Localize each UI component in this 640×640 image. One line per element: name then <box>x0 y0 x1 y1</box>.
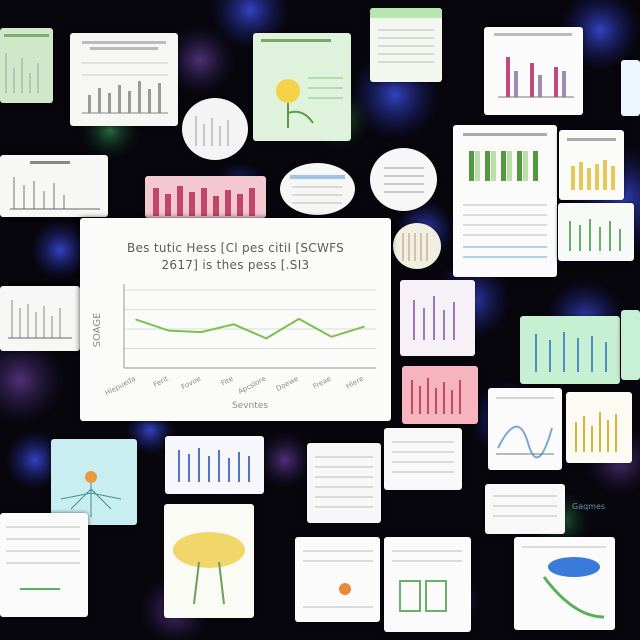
y-axis-label: SOAGE <box>92 313 103 348</box>
thumbnail-card <box>384 428 462 490</box>
thumbnail-card <box>295 537 380 622</box>
thumbnail-card <box>0 513 88 617</box>
thumbnail-card <box>621 60 640 116</box>
thumbnail-card <box>0 286 80 351</box>
thumbnail-card <box>488 388 562 470</box>
data-point <box>330 336 333 338</box>
thumbnail-card <box>559 130 624 200</box>
thumbnail-card <box>558 203 634 261</box>
thumbnail-card <box>400 280 475 356</box>
chart-title-line-2: 2617] is thes pess [.SI3 <box>161 258 310 272</box>
x-tick-label: Fite <box>220 375 235 388</box>
thumbnail-card <box>253 33 351 141</box>
data-point <box>265 337 268 340</box>
thumbnail-card <box>520 316 620 384</box>
thumbnail-card <box>621 310 640 380</box>
thumbnail-card <box>182 98 248 160</box>
series-line <box>135 317 365 340</box>
thumbnail-card <box>370 8 442 82</box>
thumbnail-card <box>51 439 137 525</box>
thumbnail-card <box>402 366 478 424</box>
thumbnail-card <box>307 443 381 523</box>
thumbnail-card <box>145 176 266 218</box>
thumbnail-card <box>484 27 583 115</box>
data-point <box>200 331 202 333</box>
chart-title-line-1: Bes tutic Hess [Cl pes citiI [SCWFS <box>126 241 345 255</box>
x-tick-label: Fovoe <box>180 375 202 392</box>
thumbnail-card <box>453 125 557 277</box>
x-tick-label: Hlere <box>345 375 365 391</box>
data-point <box>135 318 137 321</box>
thumbnail-card <box>384 537 471 632</box>
thumbnail-card <box>485 484 565 534</box>
x-tick-label: Hlepueda <box>104 375 137 398</box>
thumbnail-card <box>70 33 178 126</box>
data-point <box>167 329 170 332</box>
x-tick-label: Doewe <box>275 375 300 393</box>
thumbnail-card <box>370 148 437 211</box>
x-tick-label: Freae <box>312 375 333 391</box>
thumbnail-card <box>165 436 264 494</box>
data-point <box>363 325 365 328</box>
x-tick-label: Ferit <box>152 375 170 389</box>
data-point <box>298 318 300 320</box>
thumbnail-card <box>514 537 615 630</box>
thumbnail-card <box>566 392 632 463</box>
data-point <box>232 323 235 326</box>
thumbnail-card <box>0 28 53 103</box>
thumbnail-card <box>280 163 355 215</box>
x-tick-label: Apcsiore <box>237 375 267 396</box>
main-line-chart-card: Bes tutic Hess [Cl pes citiI [SCWFS 2617… <box>80 218 391 421</box>
bottom-right-label: Gaqmes <box>572 502 606 511</box>
line-chart: SOAGE Sevntes Hlepueda Ferit Fovoe Fite Apcs… <box>92 284 376 411</box>
x-axis-label: Sevntes <box>232 401 268 411</box>
chart-title: Bes tutic Hess [Cl pes citiI [SCWFS 2617… <box>80 240 391 274</box>
thumbnail-card <box>164 504 254 618</box>
thumbnail-card <box>0 155 108 217</box>
thumbnail-card <box>393 223 441 269</box>
